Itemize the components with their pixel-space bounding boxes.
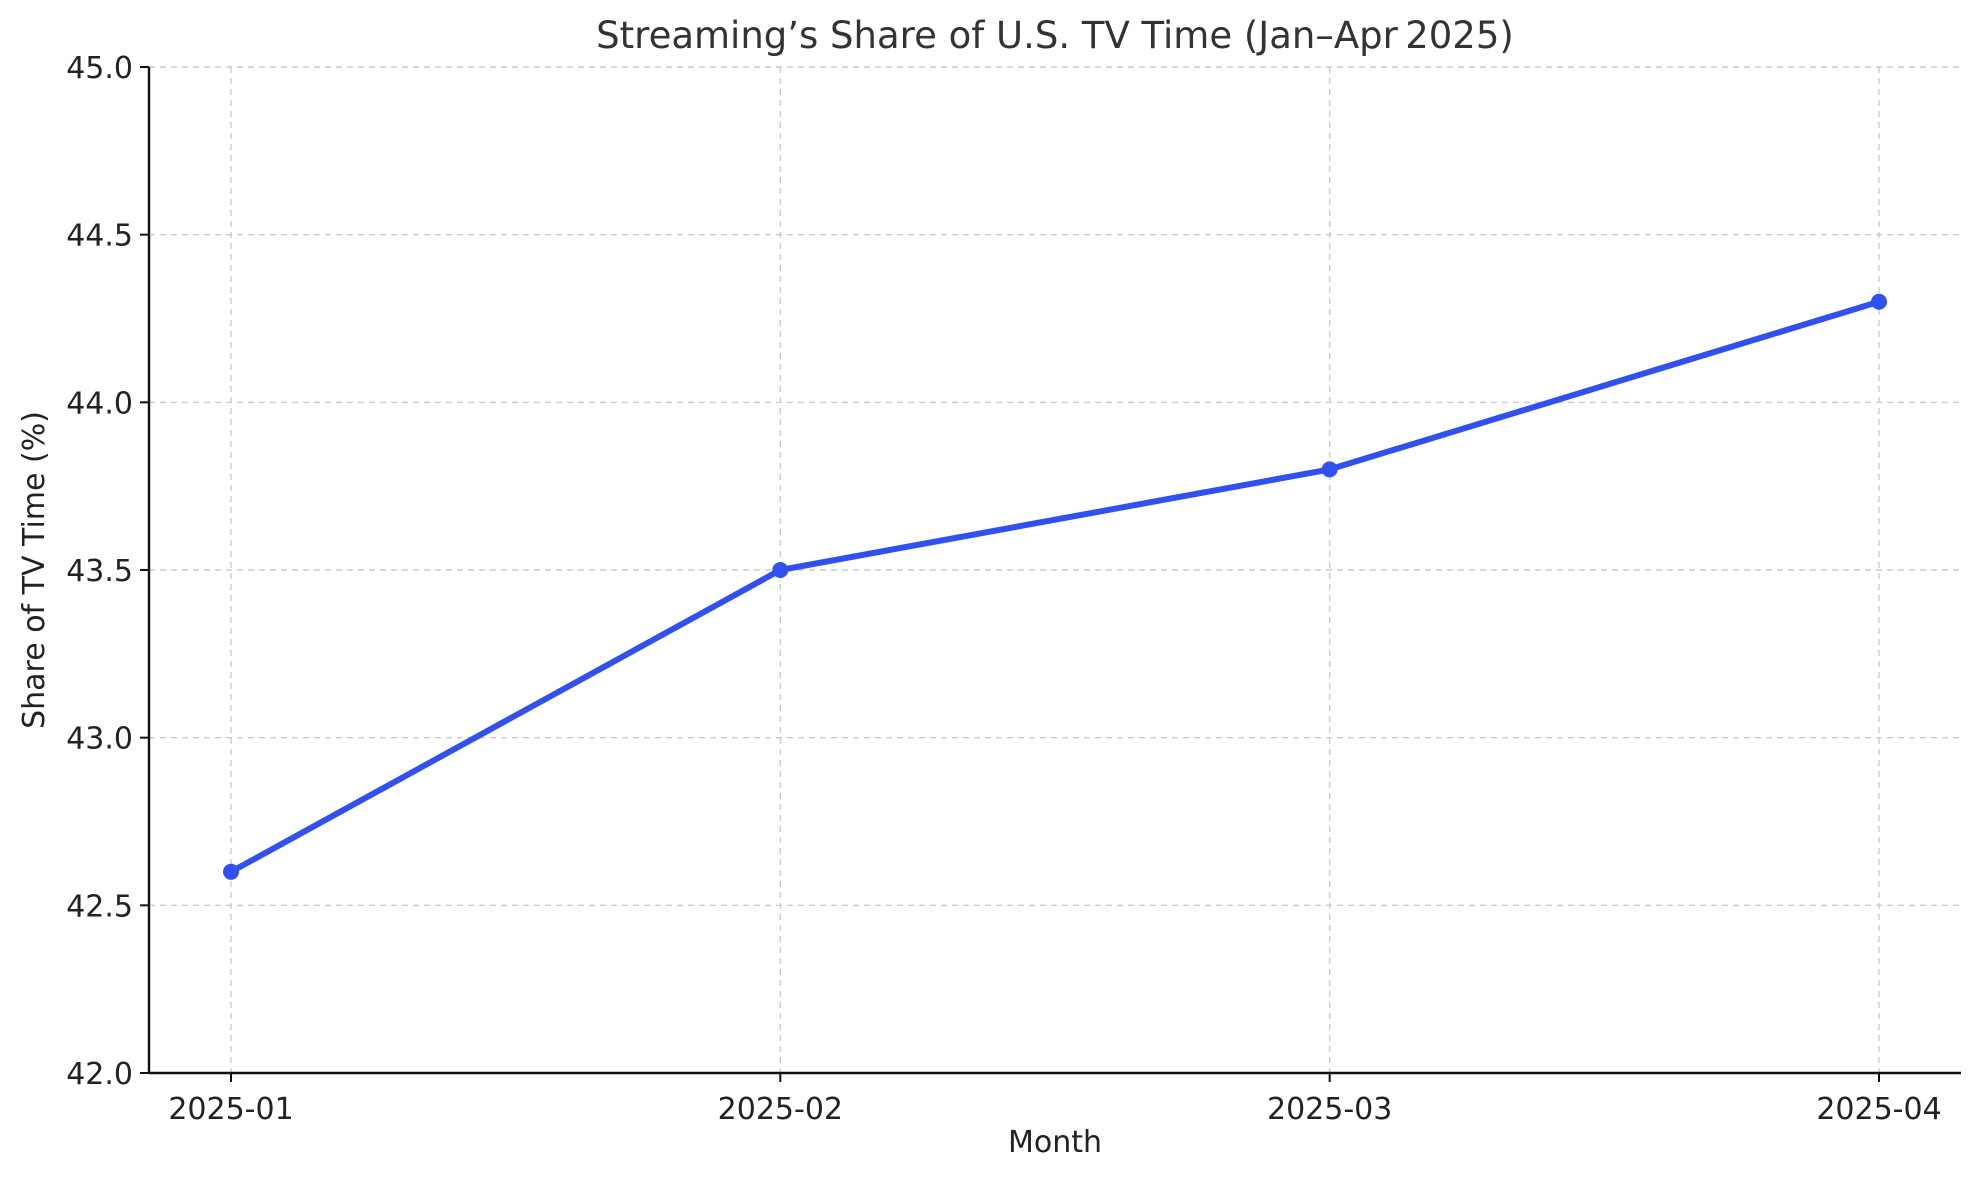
data-point (1321, 461, 1338, 478)
x-axis-label: Month (1008, 1125, 1102, 1160)
y-tick-label: 43.0 (66, 722, 133, 757)
y-tick-label: 42.5 (66, 889, 133, 924)
chart-title: Streaming’s Share of U.S. TV Time (Jan–A… (596, 14, 1514, 57)
y-tick-label: 44.0 (66, 386, 133, 421)
y-tick-label: 42.0 (66, 1057, 133, 1092)
y-tick-label: 44.5 (66, 219, 133, 254)
data-point (772, 562, 789, 578)
data-point (1871, 293, 1887, 310)
x-tick-label: 2025-01 (168, 1092, 293, 1127)
grid-layer (149, 66, 1961, 1074)
series-line (228, 298, 1882, 875)
y-axis-label: Share of TV Time (%) (17, 411, 52, 729)
tick-layer: 42.0 42.5 43.0 43.5 44.0 44.5 45.0 2025-01 2025-… (66, 51, 1941, 1127)
y-tick-label: 43.5 (66, 554, 133, 589)
x-tick-label: 2025-02 (718, 1092, 843, 1127)
data-point (223, 863, 239, 880)
y-tick-label: 45.0 (66, 51, 133, 86)
x-tick-label: 2025-03 (1267, 1092, 1392, 1127)
x-tick-label: 2025-04 (1816, 1092, 1941, 1127)
series-layer (223, 293, 1887, 880)
